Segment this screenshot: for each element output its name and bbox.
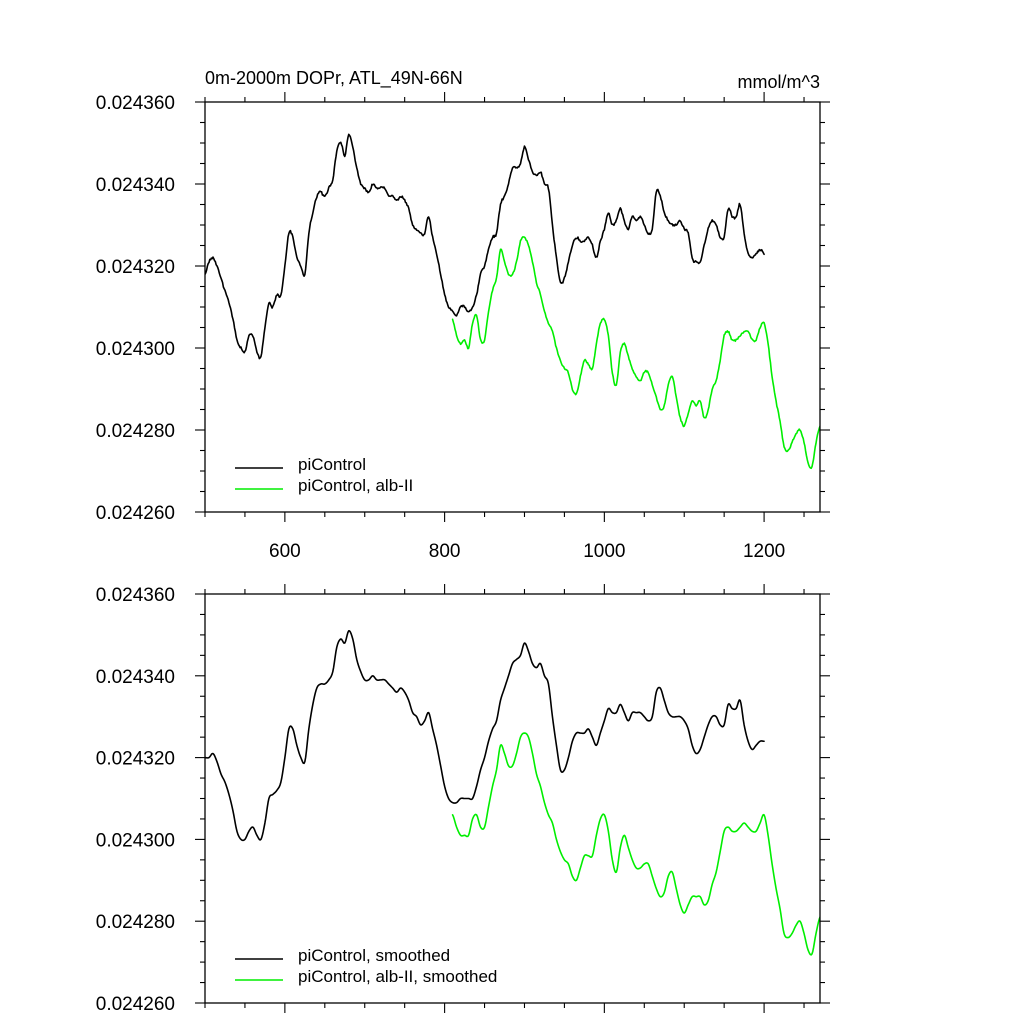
- panel-bottom: 0.024260 0.024280 0.024300 0.024320 0.024340…: [96, 584, 830, 1015]
- legend-label: piControl, alb-II, smoothed: [298, 967, 497, 986]
- chart-title: 0m-2000m DOPr, ATL_49N-66N: [205, 68, 463, 89]
- legend: piControl piControl, alb-II: [235, 455, 413, 495]
- y-tick-label: 0.024280: [96, 421, 175, 442]
- series-lines: [205, 630, 820, 956]
- series-line-1: [451, 732, 820, 956]
- legend-label: piControl, smoothed: [298, 946, 450, 965]
- legend: piControl, smoothed piControl, alb-II, sm…: [235, 946, 497, 986]
- y-tick-label: 0.024320: [96, 257, 175, 278]
- panel-top: 0.024260 0.024280 0.024300 0.024320 0.024340…: [96, 68, 830, 562]
- series-line-0: [205, 133, 765, 360]
- y-tick-label: 0.024300: [96, 830, 175, 851]
- y-tick-label: 0.024340: [96, 667, 175, 688]
- y-tick-label: 0.024320: [96, 749, 175, 770]
- y-tick-label: 0.024280: [96, 912, 175, 933]
- y-tick-label: 0.024360: [96, 93, 175, 114]
- plot-frame: [204, 101, 821, 513]
- x-tick-label: 800: [429, 541, 461, 562]
- y-tick-label: 0.024260: [96, 994, 175, 1015]
- series-line-0: [205, 630, 765, 842]
- series-lines: [205, 133, 820, 470]
- x-tick-label: 1200: [743, 541, 785, 562]
- legend-label: piControl: [298, 455, 366, 474]
- y-tick-label: 0.024340: [96, 175, 175, 196]
- series-line-1: [451, 236, 820, 470]
- units-label: mmol/m^3: [738, 72, 820, 92]
- x-tick-label: 600: [269, 541, 301, 562]
- plot-frame: [204, 593, 821, 1004]
- y-tick-label: 0.024300: [96, 339, 175, 360]
- y-tick-label: 0.024260: [96, 503, 175, 524]
- legend-label: piControl, alb-II: [298, 476, 413, 495]
- x-tick-label: 1000: [583, 541, 625, 562]
- y-tick-label: 0.024360: [96, 585, 175, 606]
